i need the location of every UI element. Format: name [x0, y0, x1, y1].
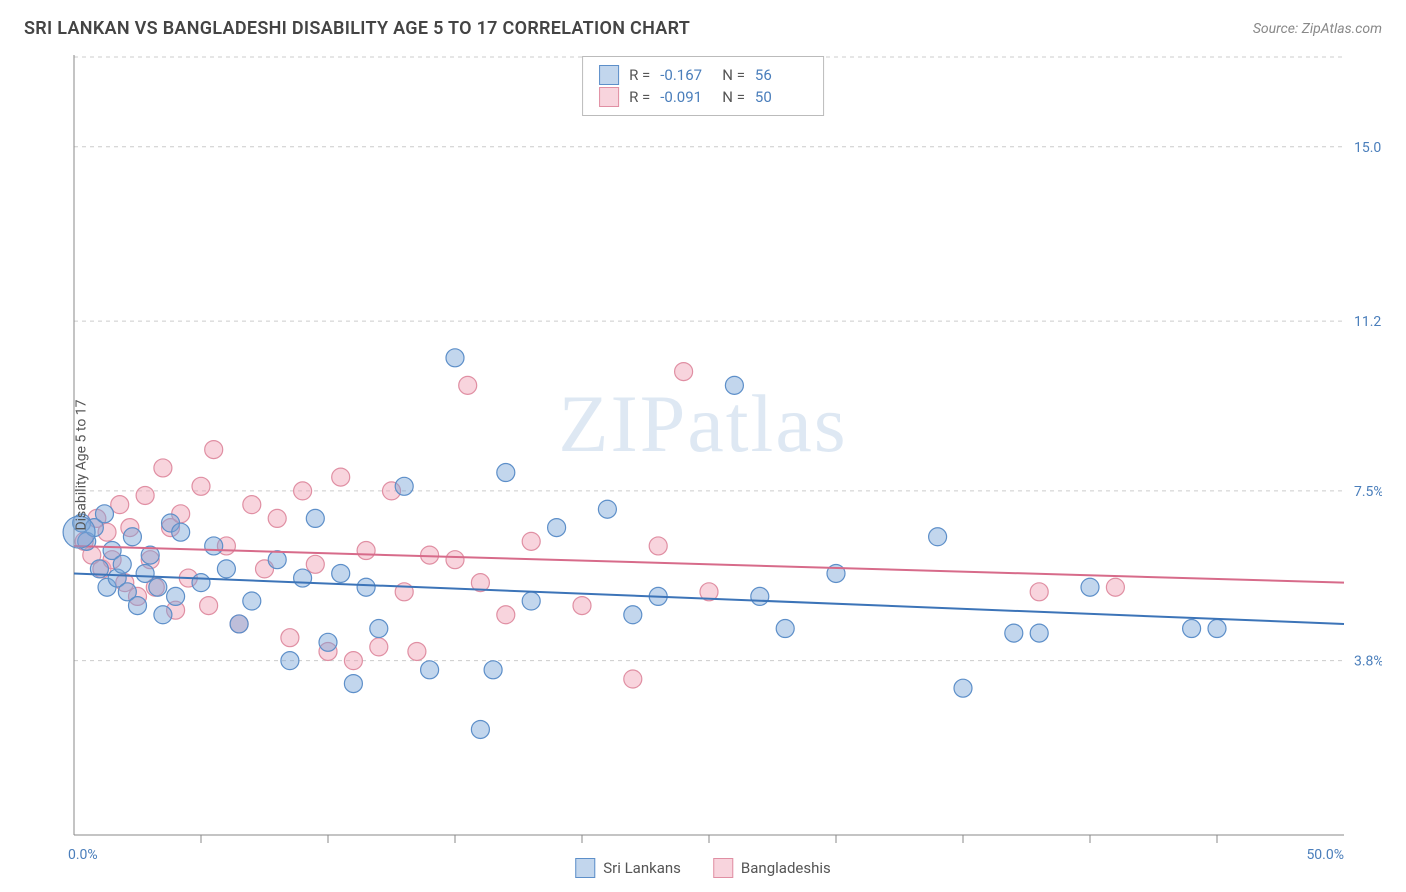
svg-text:11.2%: 11.2%	[1354, 314, 1382, 330]
scatter-plot: 3.8% 7.5% 11.2% 15.0% 0.0% 50.0%	[24, 55, 1382, 875]
legend-item-series2: Bangladeshis	[713, 858, 831, 878]
chart-container: Disability Age 5 to 17 3.8% 7.5% 11.2% 15.0…	[24, 55, 1382, 875]
svg-text:7.5%: 7.5%	[1354, 484, 1382, 500]
legend-swatch-series1	[575, 858, 595, 878]
r-value-series1: -0.167	[660, 66, 712, 84]
y-axis-label: Disability Age 5 to 17	[74, 399, 90, 530]
swatch-series1	[599, 65, 619, 85]
svg-text:0.0%: 0.0%	[68, 847, 98, 863]
legend-item-series1: Sri Lankans	[575, 858, 681, 878]
svg-text:15.0%: 15.0%	[1354, 140, 1382, 156]
correlation-stats-box: R = -0.167 N = 56 R = -0.091 N = 50	[582, 56, 824, 116]
n-value-series1: 56	[755, 66, 807, 84]
legend-label-series1: Sri Lankans	[603, 859, 681, 877]
source-attribution: Source: ZipAtlas.com	[1253, 21, 1382, 37]
svg-text:50.0%: 50.0%	[1306, 847, 1344, 863]
legend-swatch-series2	[713, 858, 733, 878]
legend-label-series2: Bangladeshis	[741, 859, 831, 877]
swatch-series2	[599, 87, 619, 107]
svg-text:3.8%: 3.8%	[1354, 654, 1382, 670]
bottom-legend: Sri Lankans Bangladeshis	[575, 858, 831, 878]
chart-title: SRI LANKAN VS BANGLADESHI DISABILITY AGE…	[24, 18, 690, 39]
r-value-series2: -0.091	[660, 88, 712, 106]
n-value-series2: 50	[755, 88, 807, 106]
stats-row-series1: R = -0.167 N = 56	[599, 65, 807, 85]
stats-row-series2: R = -0.091 N = 50	[599, 87, 807, 107]
